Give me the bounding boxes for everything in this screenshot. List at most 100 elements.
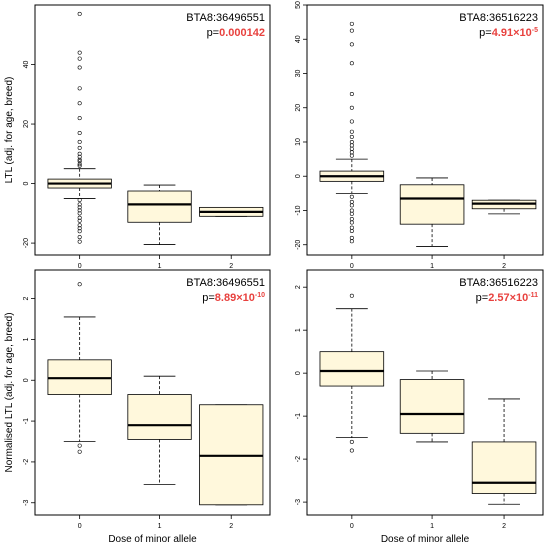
outlier-point xyxy=(349,229,354,234)
outlier-point xyxy=(349,220,354,225)
outlier-point xyxy=(77,211,82,216)
outlier-point xyxy=(77,282,82,287)
outlier-point xyxy=(77,235,82,240)
outlier-point xyxy=(77,65,82,70)
outlier-point xyxy=(77,229,82,234)
y-axis-label: LTL (adj. for age, breed) xyxy=(4,77,15,184)
outlier-point xyxy=(77,226,82,231)
outlier-point xyxy=(77,11,82,16)
p-value-label: p=4.91×10-5 xyxy=(479,27,538,39)
p-value-number: 8.89×10 xyxy=(215,292,255,304)
snp-label: BTA8:36516223 xyxy=(459,277,538,289)
outlier-point xyxy=(349,21,354,26)
outlier-point xyxy=(77,116,82,121)
y-axis-label: Normalised LTL (adj. for age, breed) xyxy=(4,312,15,472)
y-tick-label: -10 xyxy=(295,205,302,215)
x-tick-label: 2 xyxy=(229,263,233,270)
outlier-point xyxy=(349,199,354,204)
x-tick-label: 0 xyxy=(350,263,354,270)
outlier-point xyxy=(77,218,82,223)
outlier-point xyxy=(77,50,82,55)
box-group-1 xyxy=(399,370,465,443)
x-axis-label: Dose of minor allele xyxy=(381,534,470,545)
outlier-point xyxy=(77,205,82,210)
outlier-point xyxy=(349,203,354,208)
y-tick-label: 0 xyxy=(23,378,30,382)
x-tick-label: 0 xyxy=(78,263,82,270)
p-value-prefix: p= xyxy=(202,292,215,304)
y-tick-label: 0 xyxy=(295,371,302,375)
x-axis-label: Dose of minor allele xyxy=(108,534,197,545)
outlier-point xyxy=(349,150,354,155)
outlier-point xyxy=(77,139,82,144)
x-tick-label: 0 xyxy=(78,523,82,530)
iqr-box xyxy=(127,394,192,440)
outlier-point xyxy=(77,443,82,448)
outlier-point xyxy=(349,293,354,298)
p-value-number: 4.91×10 xyxy=(492,27,532,39)
outlier-point xyxy=(349,28,354,33)
plot-frame xyxy=(34,269,271,516)
iqr-box xyxy=(319,351,385,387)
outlier-point xyxy=(77,159,82,164)
y-tick-label: 50 xyxy=(295,1,302,9)
p-value-exponent: -5 xyxy=(532,27,538,34)
x-tick-label: 1 xyxy=(158,263,162,270)
outlier-point xyxy=(77,202,82,207)
outlier-point xyxy=(77,239,82,244)
p-value-exponent: -11 xyxy=(528,292,538,299)
p-value-prefix: p= xyxy=(479,27,492,39)
outlier-point xyxy=(349,439,354,444)
y-tick-label: 2 xyxy=(23,297,30,301)
outlier-point xyxy=(77,197,82,202)
x-tick-label: 1 xyxy=(430,523,434,530)
box-group-1 xyxy=(127,184,192,245)
outlier-point xyxy=(77,145,82,150)
outlier-point xyxy=(77,157,82,162)
outlier-point xyxy=(349,61,354,66)
outlier-point xyxy=(77,154,82,159)
box-group-0 xyxy=(319,293,385,453)
iqr-box xyxy=(127,190,192,223)
y-tick-label: -3 xyxy=(295,499,302,505)
p-value-prefix: p= xyxy=(207,27,220,39)
box-group-2 xyxy=(199,206,264,217)
panel-2: -20 -10 0 10 20 30 40 50 0 1 2 BTA8:36516223 p=4.91×… xyxy=(295,1,544,270)
y-tick-label: 20 xyxy=(295,104,302,112)
y-tick-label: 0 xyxy=(23,182,30,186)
y-tick-label: -1 xyxy=(23,418,30,424)
snp-label: BTA8:36516223 xyxy=(459,12,538,24)
y-tick-label: -2 xyxy=(23,459,30,465)
p-value-exponent: -10 xyxy=(255,292,265,299)
box-group-2 xyxy=(199,404,264,506)
snp-label: BTA8:36496551 xyxy=(186,12,265,24)
outlier-point xyxy=(77,151,82,156)
y-tick-label: 1 xyxy=(295,328,302,332)
p-value-label: p=2.57×10-11 xyxy=(476,292,538,304)
iqr-box xyxy=(399,379,465,434)
y-tick-label: 1 xyxy=(23,337,30,341)
outlier-point xyxy=(77,215,82,220)
outlier-point xyxy=(349,211,354,216)
x-tick-label: 1 xyxy=(158,523,162,530)
box-group-0 xyxy=(319,21,385,244)
outlier-point xyxy=(77,56,82,61)
outlier-point xyxy=(349,153,354,158)
x-tick-label: 2 xyxy=(502,263,506,270)
outlier-point xyxy=(349,139,354,144)
y-tick-label: 2 xyxy=(295,285,302,289)
panel-4: -3 -2 -1 0 1 2 0 1 2 BTA8:36516223 p=2.57×10-11 Dos… xyxy=(295,269,544,545)
box-group-0 xyxy=(47,11,112,244)
outlier-point xyxy=(77,223,82,228)
y-tick-label: 40 xyxy=(23,61,30,69)
outlier-point xyxy=(349,225,354,230)
outlier-point xyxy=(349,448,354,453)
outlier-point xyxy=(349,146,354,151)
y-tick-label: 10 xyxy=(295,138,302,146)
outlier-point xyxy=(349,235,354,240)
iqr-box xyxy=(399,184,465,225)
outlier-point xyxy=(77,101,82,106)
outlier-point xyxy=(349,217,354,222)
